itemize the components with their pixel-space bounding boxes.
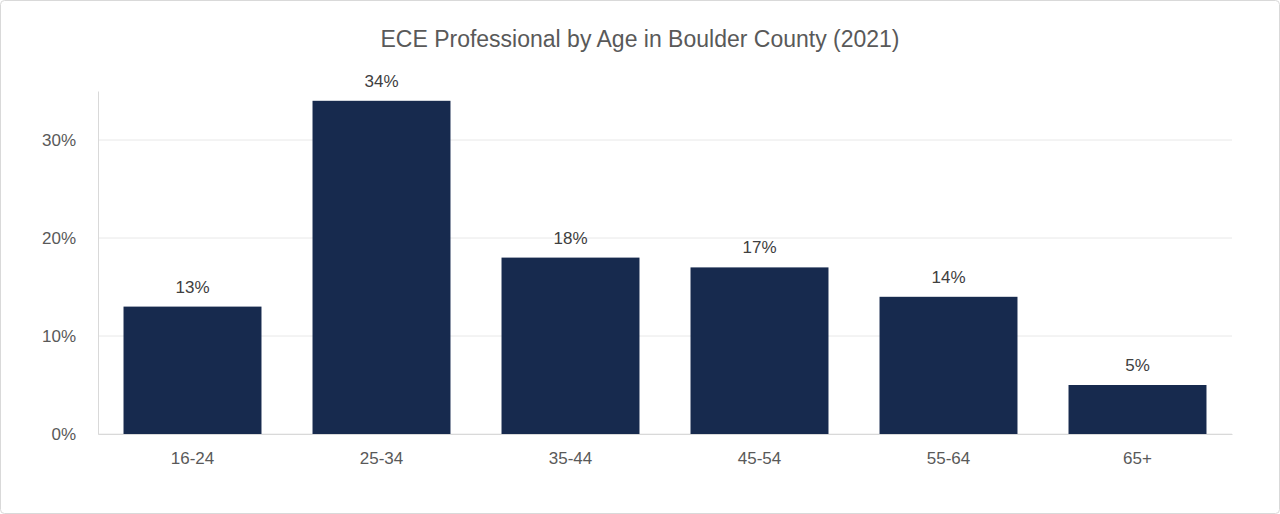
x-tick-label: 45-54 <box>738 449 781 468</box>
y-axis: 0% 10% 20% 30% <box>42 92 99 444</box>
grid-line <box>98 140 1232 141</box>
x-tick-label: 65+ <box>1123 449 1152 468</box>
x-tick: 65+ <box>1123 434 1152 468</box>
data-label: 14% <box>931 268 965 287</box>
y-tick-label: 0% <box>51 425 76 444</box>
y-tick-label: 20% <box>42 229 76 248</box>
data-label: 17% <box>742 238 776 257</box>
plot: 0%10%20%30%16-2425-3435-4445-5455-6465+1… <box>42 72 1233 468</box>
grid-line <box>98 336 1232 337</box>
y-tick-label: 10% <box>42 327 76 346</box>
bar <box>313 101 451 434</box>
y-tick: 30% <box>42 131 98 150</box>
x-tick: 45-54 <box>738 434 781 468</box>
y-tick: 10% <box>42 327 98 346</box>
y-tick-label: 30% <box>42 131 76 150</box>
x-tick-label: 25-34 <box>360 449 403 468</box>
data-label: 13% <box>175 278 209 297</box>
bar <box>502 258 640 434</box>
y-axis-line <box>98 92 99 435</box>
y-tick: 0% <box>51 425 98 444</box>
x-tick-label: 55-64 <box>927 449 970 468</box>
bar <box>1069 385 1207 434</box>
bar <box>691 267 829 434</box>
grid-line <box>98 238 1232 239</box>
bar <box>124 307 262 434</box>
bars <box>124 101 1207 434</box>
x-tick: 35-44 <box>549 434 592 468</box>
x-tick: 16-24 <box>171 434 214 468</box>
x-tick-label: 35-44 <box>549 449 592 468</box>
chart: ECE Professional by Age in Boulder Count… <box>0 0 1280 514</box>
chart-border <box>1 1 1280 514</box>
bar <box>880 297 1018 434</box>
chart-title: ECE Professional by Age in Boulder Count… <box>380 26 899 52</box>
x-tick-label: 16-24 <box>171 449 214 468</box>
y-tick: 20% <box>42 229 98 248</box>
x-tick: 55-64 <box>927 434 970 468</box>
x-axis-line <box>99 434 1233 435</box>
x-tick: 25-34 <box>360 434 403 468</box>
data-label: 34% <box>364 72 398 91</box>
x-axis: 16-24 25-34 35-44 45-54 55-64 65+ <box>99 434 1233 468</box>
data-label: 18% <box>553 229 587 248</box>
data-labels: 13% 34% 18% 17% 14% 5% <box>175 72 1149 375</box>
data-label: 5% <box>1125 356 1150 375</box>
grid <box>98 140 1232 434</box>
grid-line <box>98 434 1232 435</box>
